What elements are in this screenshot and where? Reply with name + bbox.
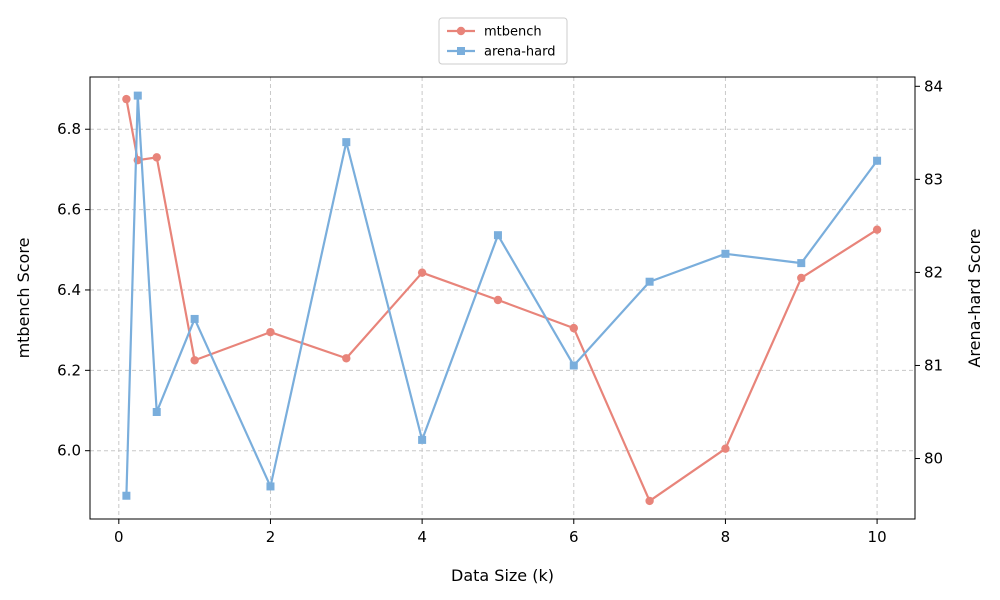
arena-hard-point bbox=[493, 231, 502, 240]
y-right-tick-label: 84 bbox=[924, 77, 943, 95]
x-tick-label: 0 bbox=[114, 528, 124, 546]
y-left-tick-label: 6.2 bbox=[57, 361, 81, 379]
mtbench-point bbox=[569, 323, 578, 333]
mtbench-point bbox=[190, 356, 199, 365]
x-tick-label: 6 bbox=[569, 528, 579, 546]
y-left-tick-label: 6.0 bbox=[57, 442, 81, 460]
y-right-tick-label: 81 bbox=[924, 356, 943, 374]
arena-hard-point bbox=[342, 138, 351, 147]
arena-hard-point bbox=[797, 259, 806, 268]
mtbench-point bbox=[342, 354, 351, 363]
legend-swatch-marker bbox=[456, 26, 466, 36]
legend-label: mtbench bbox=[484, 25, 542, 40]
arena-hard-point bbox=[122, 491, 131, 500]
x-tick-label: 2 bbox=[266, 528, 276, 546]
legend-items: mtbench arena-hard bbox=[447, 25, 556, 60]
arena-hard-point bbox=[873, 156, 882, 165]
arena-hard-point bbox=[190, 314, 199, 323]
x-tick-label: 4 bbox=[417, 528, 427, 546]
legend-item-arena-hard: arena-hard bbox=[447, 45, 556, 60]
legend-item-mtbench: mtbench bbox=[447, 25, 542, 40]
y-right-tick-label: 83 bbox=[924, 170, 943, 188]
mtbench-point bbox=[797, 273, 806, 283]
arena-hard-line bbox=[125, 94, 878, 496]
axes-layer: 0 2 4 6 8 10 6.0 6.2 6.4 6.6 6.8 80 81 82 83 84 bbox=[57, 77, 943, 546]
y-right-tick-label: 82 bbox=[924, 263, 943, 281]
y-left-tick-label: 6.4 bbox=[57, 281, 81, 299]
legend-swatch-marker bbox=[457, 47, 465, 55]
series-layer bbox=[122, 91, 882, 506]
y-left-tick-label: 6.6 bbox=[57, 201, 81, 219]
arena-hard-point bbox=[133, 91, 142, 100]
arena-hard-point bbox=[418, 435, 427, 444]
legend-box bbox=[438, 17, 568, 65]
grid-layer bbox=[90, 77, 915, 519]
series-arena-hard bbox=[122, 91, 882, 500]
arena-hard-point bbox=[152, 407, 161, 416]
y-left-axis-title: mtbench Score bbox=[14, 238, 33, 359]
arena-hard-point bbox=[645, 277, 654, 286]
mtbench-point bbox=[417, 268, 427, 277]
mtbench-point bbox=[872, 225, 882, 234]
mtbench-point bbox=[721, 444, 730, 453]
mtbench-point bbox=[152, 153, 161, 162]
y-right-axis-title: Arena-hard Score bbox=[965, 228, 984, 367]
mtbench-point bbox=[122, 94, 131, 104]
plot-frame bbox=[89, 76, 916, 520]
x-axis-title: Data Size (k) bbox=[451, 566, 554, 585]
arena-hard-point bbox=[721, 249, 730, 258]
legend-label: arena-hard bbox=[484, 45, 556, 60]
mtbench-point bbox=[266, 327, 275, 337]
series-mtbench bbox=[122, 94, 882, 506]
arena-hard-point bbox=[569, 361, 578, 370]
legend: mtbench arena-hard bbox=[438, 17, 568, 65]
x-tick-label: 8 bbox=[721, 528, 731, 546]
mtbench-point bbox=[645, 496, 654, 506]
y-left-tick-label: 6.8 bbox=[57, 120, 81, 138]
x-tick-label: 10 bbox=[868, 528, 887, 546]
mtbench-point bbox=[493, 295, 503, 305]
y-right-tick-label: 80 bbox=[924, 450, 943, 468]
arena-hard-point bbox=[266, 482, 275, 491]
